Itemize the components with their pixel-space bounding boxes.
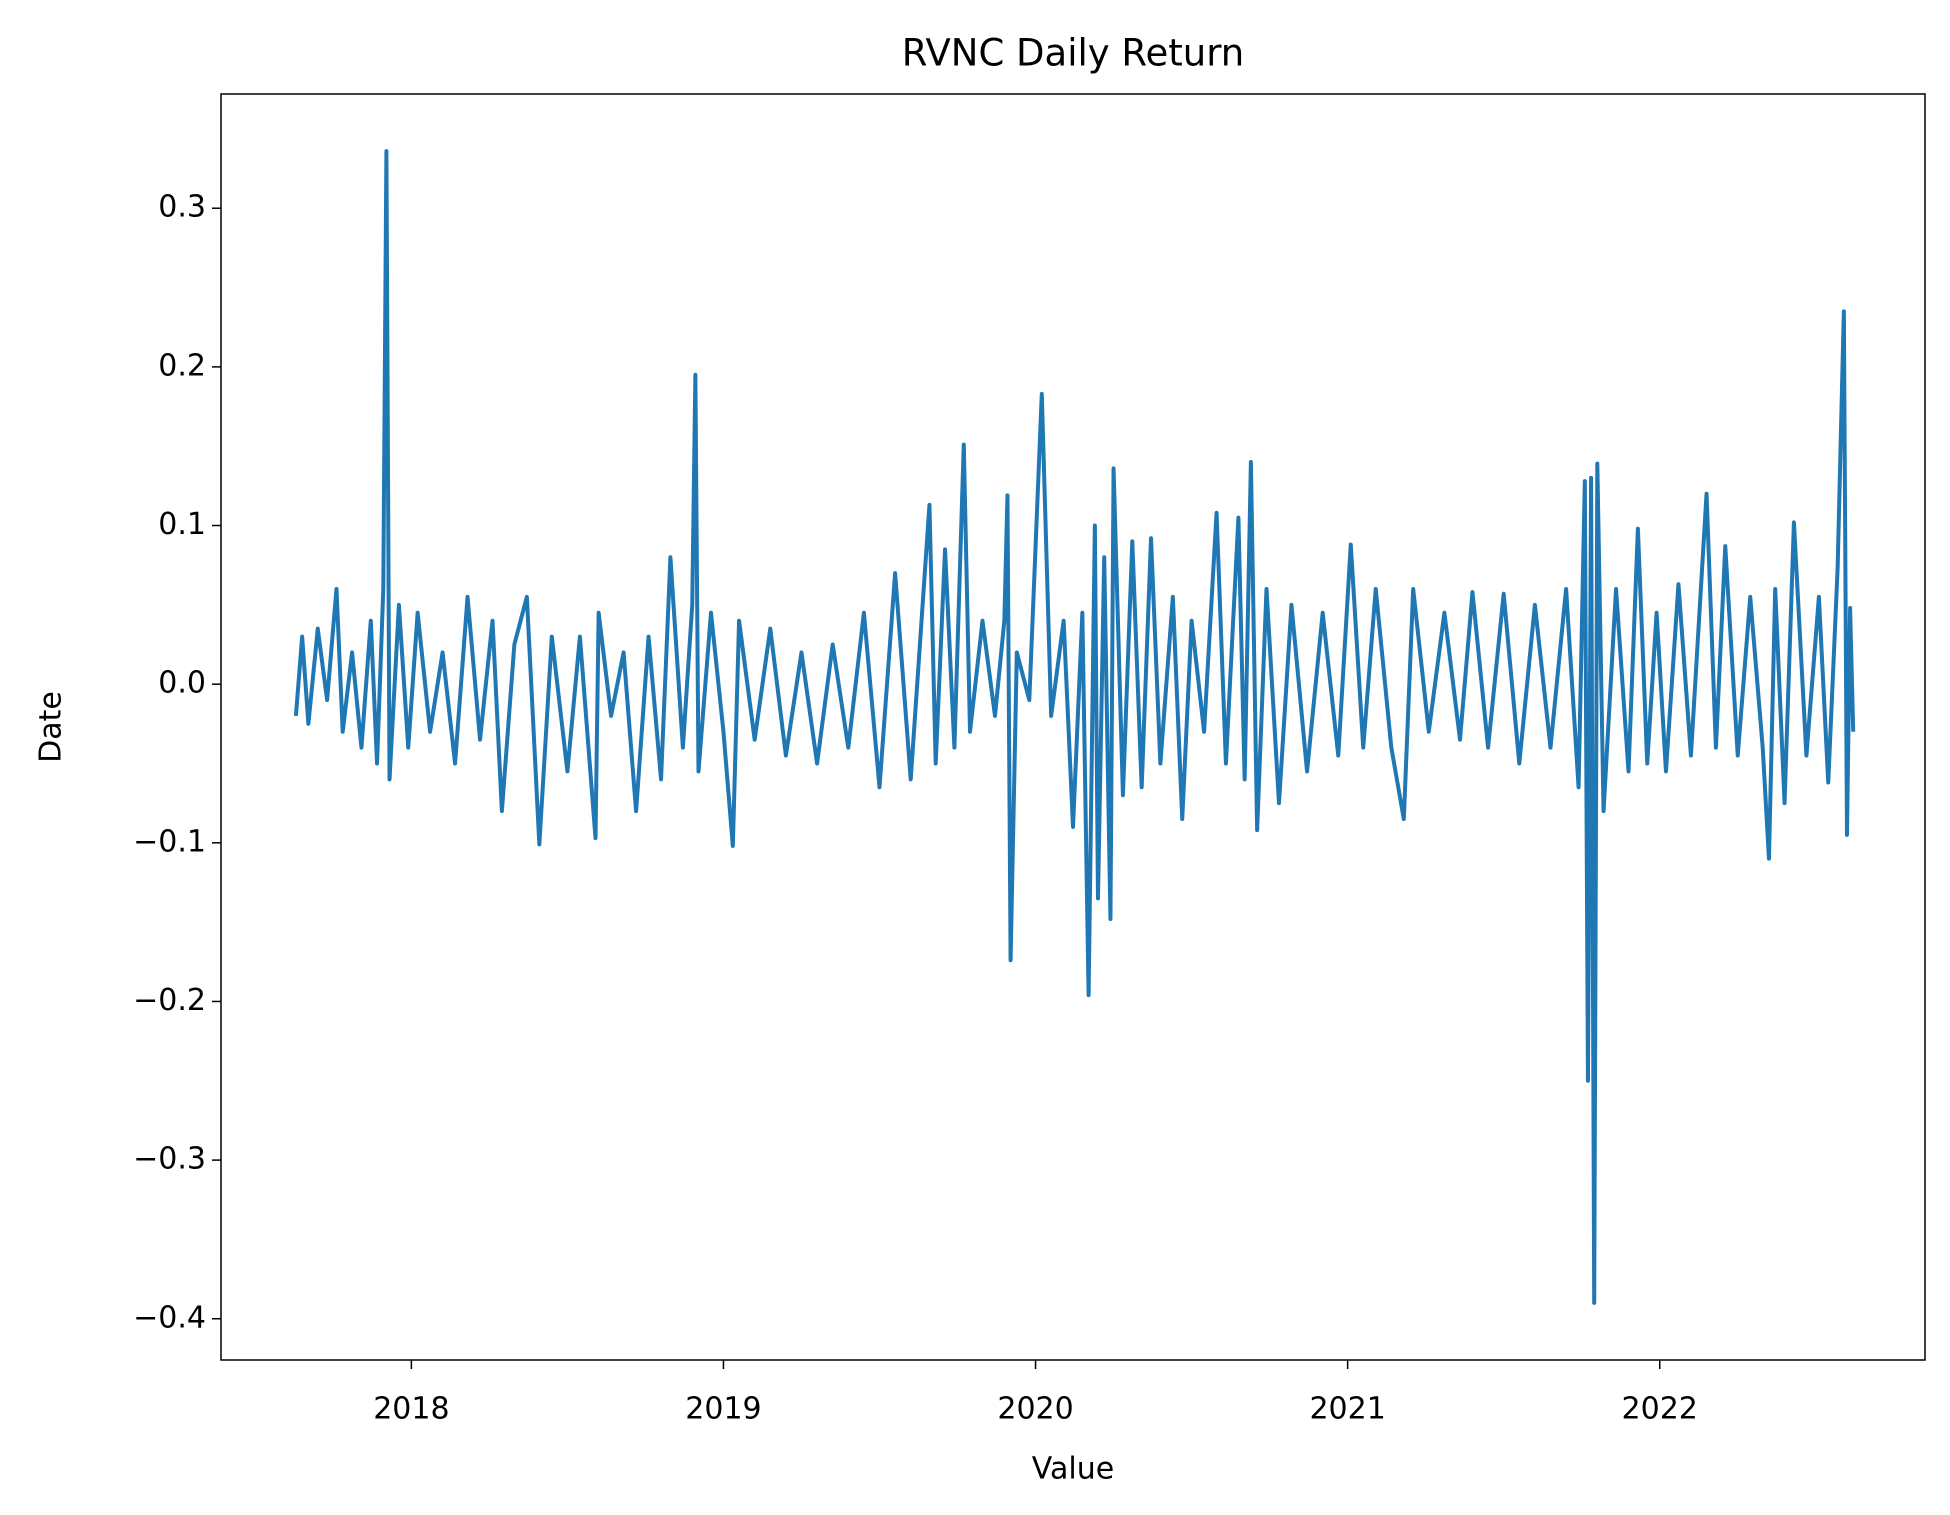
- y-tick-label: −0.2: [133, 983, 206, 1018]
- y-tick-label: 0.0: [158, 666, 206, 701]
- x-tick-label: 2022: [1622, 1392, 1698, 1427]
- x-axis-label: Value: [1032, 1452, 1114, 1487]
- x-tick-label: 2020: [997, 1392, 1073, 1427]
- x-tick-label: 2021: [1309, 1392, 1385, 1427]
- x-tick-label: 2018: [373, 1392, 449, 1427]
- y-tick-label: −0.4: [133, 1300, 206, 1335]
- y-tick-label: 0.1: [158, 507, 206, 542]
- chart-title: RVNC Daily Return: [902, 32, 1244, 75]
- y-tick-label: −0.3: [133, 1142, 206, 1177]
- y-tick-label: 0.3: [158, 190, 206, 225]
- data-line: [293, 149, 1856, 1305]
- x-tick-label: 2019: [685, 1392, 761, 1427]
- y-axis-label: Date: [34, 691, 69, 763]
- y-tick-label: −0.1: [133, 824, 206, 859]
- plot-frame: [220, 93, 1926, 1361]
- y-tick-label: 0.2: [158, 348, 206, 383]
